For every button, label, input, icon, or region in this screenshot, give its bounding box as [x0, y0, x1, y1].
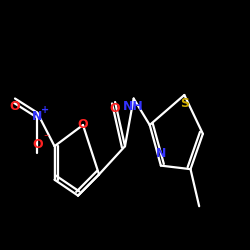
Text: S: S	[180, 98, 189, 110]
Text: +: +	[41, 105, 49, 115]
Text: N: N	[32, 110, 42, 123]
Text: NH: NH	[123, 100, 144, 113]
Text: ⁻: ⁻	[44, 133, 49, 143]
Text: O: O	[110, 102, 120, 116]
Text: O: O	[10, 100, 20, 113]
Text: N: N	[156, 147, 166, 160]
Text: O: O	[32, 138, 42, 151]
Text: O: O	[78, 118, 88, 132]
